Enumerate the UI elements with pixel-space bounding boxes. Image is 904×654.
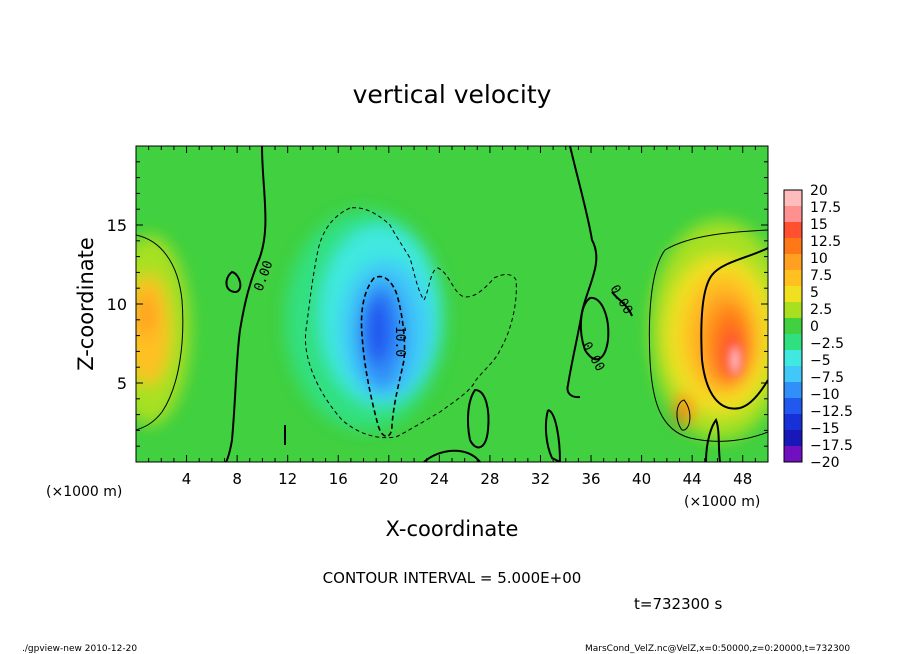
- colorbar-swatch: [784, 430, 802, 447]
- colorbar-label: −12.5: [810, 404, 853, 420]
- y-tick-label: 10: [107, 295, 127, 314]
- colorbar-label: −2.5: [810, 336, 844, 352]
- x-axis: 4 8 12 16 20 24 28 32 36 40 44 48: [135, 146, 769, 488]
- colorbar-label: −20: [810, 455, 840, 471]
- colorbar-swatch: [784, 222, 802, 239]
- x-tick-label: 24: [430, 470, 449, 488]
- colorbar-label: 5: [810, 285, 819, 301]
- x-tick-label: 16: [329, 470, 348, 488]
- colorbar-swatch: [784, 446, 802, 463]
- colorbar: 2017.51512.5107.552.50−2.5−5−7.5−10−12.5…: [783, 183, 853, 471]
- x-tick-label: 20: [379, 470, 398, 488]
- colorbar-label: −10: [810, 387, 840, 403]
- colorbar-swatch: [784, 366, 802, 383]
- chart-title: vertical velocity: [353, 80, 552, 109]
- colorbar-label: 0: [810, 319, 819, 335]
- colorbar-label: −15: [810, 421, 840, 437]
- colorbar-label: −5: [810, 353, 831, 369]
- time-label: t=732300 s: [634, 595, 722, 613]
- colorbar-swatch: [784, 286, 802, 303]
- colorbar-frame: [783, 189, 803, 463]
- x-axis-label: X-coordinate: [386, 517, 519, 541]
- y-tick-label: 5: [117, 374, 127, 393]
- y-axis-label: Z-coordinate: [74, 237, 98, 371]
- x-tick-label: 44: [683, 470, 702, 488]
- x-tick-label: 28: [480, 470, 499, 488]
- colorbar-swatch: [784, 254, 802, 271]
- colorbar-label: 10: [810, 251, 828, 267]
- colorbar-swatch: [784, 414, 802, 431]
- x-tick-label: 40: [632, 470, 651, 488]
- colorbar-label: 20: [810, 183, 828, 199]
- contour-interval: CONTOUR INTERVAL = 5.000E+00: [323, 569, 582, 587]
- x-tick-label: 12: [278, 470, 297, 488]
- colorbar-label: 7.5: [810, 268, 832, 284]
- x-unit-right: (×1000 m): [684, 494, 760, 510]
- colorbar-swatch: [784, 350, 802, 367]
- y-axis: 5 10 15: [107, 145, 768, 463]
- colorbar-swatch: [784, 382, 802, 399]
- colorbar-label: 15: [810, 217, 828, 233]
- colorbar-swatch: [784, 318, 802, 335]
- colorbar-label: 12.5: [810, 234, 841, 250]
- colorbar-swatch: [784, 334, 802, 351]
- colorbar-swatch: [784, 238, 802, 255]
- contour-lines: [136, 146, 768, 462]
- x-tick-label: 48: [733, 470, 752, 488]
- colorbar-label: −7.5: [810, 370, 844, 386]
- colorbar-swatch: [784, 206, 802, 223]
- colorbar-label: −17.5: [810, 438, 853, 454]
- footer-left: ./gpview-new 2010-12-20: [22, 644, 137, 654]
- colorbar-swatch: [784, 190, 802, 207]
- contour-label: -10.0: [392, 318, 407, 357]
- colorbar-label: 17.5: [810, 200, 841, 216]
- colorbar-label: 2.5: [810, 302, 832, 318]
- x-tick-label: 4: [182, 470, 192, 488]
- colorbar-swatch: [784, 270, 802, 287]
- x-tick-label: 36: [581, 470, 600, 488]
- x-tick-label: 8: [232, 470, 242, 488]
- footer-right: MarsCond_VelZ.nc@VelZ,x=0:50000,z=0:2000…: [585, 644, 850, 654]
- x-tick-label: 32: [531, 470, 550, 488]
- colorbar-swatch: [784, 398, 802, 415]
- x-unit-left: (×1000 m): [46, 484, 122, 500]
- y-tick-label: 15: [107, 216, 127, 235]
- heatmap-field: 0.00 0.00 0.00 -10.0: [136, 146, 768, 462]
- colorbar-swatch: [784, 302, 802, 319]
